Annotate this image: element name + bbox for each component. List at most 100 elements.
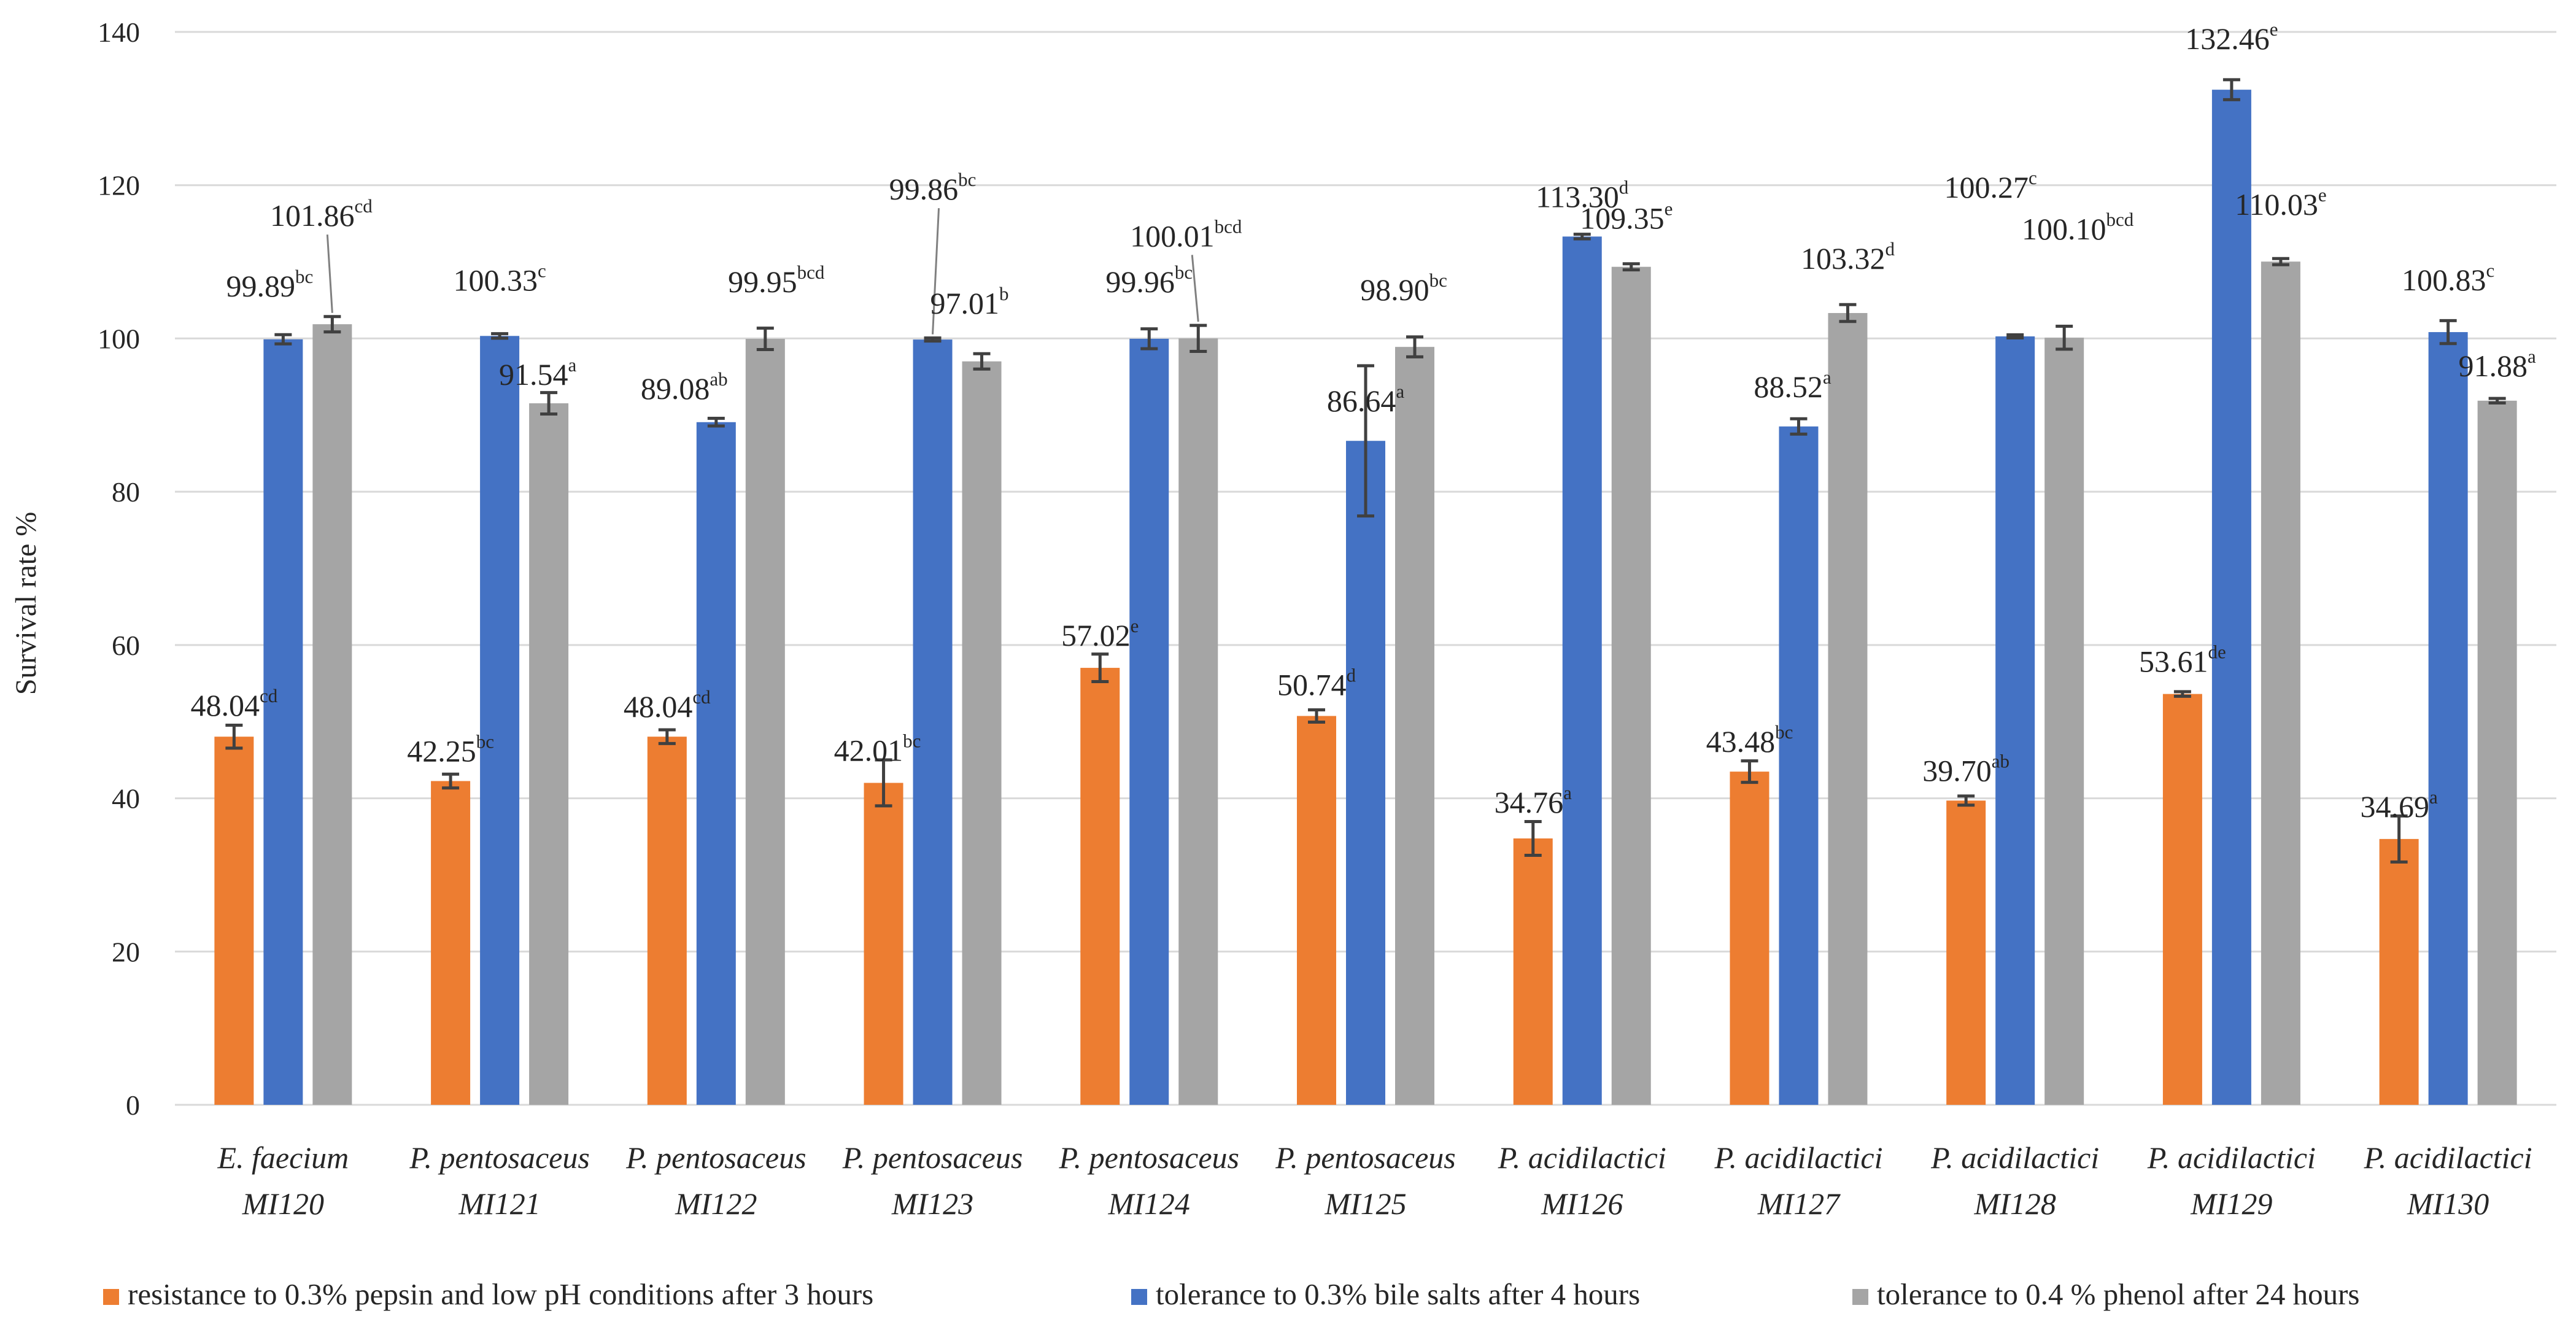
category-genus: P. pentosaceus xyxy=(409,1140,589,1175)
legend-label: tolerance to 0.3% bile salts after 4 hou… xyxy=(1156,1277,1640,1311)
significance-letter: c xyxy=(538,260,546,281)
error-bar xyxy=(274,333,292,346)
bar-3-mi129 xyxy=(2261,261,2300,1105)
bar-3-mi121 xyxy=(529,403,569,1105)
bar-1-mi122 xyxy=(647,737,687,1105)
bar-2-mi127 xyxy=(1779,426,1819,1105)
error-bar xyxy=(2056,324,2073,351)
label-leader-lines xyxy=(326,208,1199,335)
value-label: 43.48bc xyxy=(1706,721,1793,759)
value-label: 42.01bc xyxy=(834,730,921,767)
error-bar xyxy=(1957,794,1975,807)
value-label: 48.04cd xyxy=(624,686,711,724)
value-label: 91.54a xyxy=(499,354,577,392)
error-bar xyxy=(756,327,774,352)
bar-3-mi124 xyxy=(1178,338,1218,1105)
value-label: 99.96bc xyxy=(1105,261,1193,299)
value-label: 101.86cd xyxy=(270,195,373,233)
value-label: 113.30d xyxy=(1536,176,1629,214)
error-bar xyxy=(1790,417,1808,436)
error-bar xyxy=(1357,364,1374,518)
significance-letter: e xyxy=(1131,615,1139,637)
bar-2-mi130 xyxy=(2428,332,2468,1105)
significance-letter: bcd xyxy=(797,261,825,283)
value-label: 42.25bc xyxy=(407,730,494,768)
legend-item-2: tolerance to 0.3% bile salts after 4 hou… xyxy=(1131,1277,1640,1311)
value-label: 98.90bc xyxy=(1360,269,1447,307)
bar-1-mi120 xyxy=(214,737,254,1105)
significance-letter: bc xyxy=(295,266,313,287)
error-bar xyxy=(1308,708,1325,724)
error-bar xyxy=(1741,759,1758,784)
category-genus: E. faecium xyxy=(217,1140,349,1175)
value-label: 34.69a xyxy=(2361,786,2439,824)
significance-letter: c xyxy=(2486,260,2495,281)
value-label: 109.35e xyxy=(1580,198,1673,236)
leader-line xyxy=(326,234,333,313)
bar-2-mi122 xyxy=(696,422,736,1105)
legend: resistance to 0.3% pepsin and low pH con… xyxy=(103,1277,2359,1311)
value-label: 99.89bc xyxy=(226,266,313,303)
value-number: 86.64 xyxy=(1327,384,1396,418)
significance-letter: bc xyxy=(1429,269,1447,291)
value-number: 57.02 xyxy=(1061,618,1131,652)
value-label: 100.01bcd xyxy=(1130,215,1242,253)
y-tick-label: 20 xyxy=(112,936,140,967)
error-bar xyxy=(2222,78,2240,101)
category-strain: MI122 xyxy=(675,1186,757,1221)
value-number: 48.04 xyxy=(190,688,260,722)
bar-1-mi126 xyxy=(1513,838,1553,1105)
category-strain: MI129 xyxy=(2190,1186,2272,1221)
y-tick-label: 0 xyxy=(126,1089,140,1121)
value-label: 34.76a xyxy=(1495,782,1572,819)
error-bar xyxy=(2488,397,2506,405)
significance-letter: de xyxy=(2208,641,2226,663)
error-bar xyxy=(1406,335,1423,358)
category-strain: MI127 xyxy=(1757,1186,1841,1221)
bar-1-mi127 xyxy=(1730,772,1770,1105)
value-number: 34.69 xyxy=(2361,789,2430,824)
category-genus: P. acidilactici xyxy=(1498,1140,1666,1175)
value-number: 42.25 xyxy=(407,733,476,768)
value-number: 132.46 xyxy=(2185,21,2270,56)
value-label: 110.03e xyxy=(2235,184,2326,222)
bar-2-mi120 xyxy=(263,339,303,1105)
y-tick-label: 40 xyxy=(112,783,140,815)
bar-2-mi128 xyxy=(1995,336,2035,1105)
significance-letter: a xyxy=(568,354,576,376)
y-tick-label: 60 xyxy=(112,630,140,661)
significance-letter: bc xyxy=(958,169,976,190)
value-label: 100.33c xyxy=(453,260,546,297)
significance-letter: a xyxy=(1396,381,1404,402)
value-label: 39.70ab xyxy=(1922,750,2009,787)
value-number: 99.89 xyxy=(226,269,295,303)
bar-3-mi120 xyxy=(312,324,352,1105)
error-bar xyxy=(1622,262,1640,272)
bar-3-mi130 xyxy=(2477,400,2517,1105)
value-label: 100.83c xyxy=(2402,260,2494,297)
value-label: 100.27c xyxy=(1944,167,2037,204)
significance-letter: bc xyxy=(1175,261,1193,283)
error-bar xyxy=(323,315,341,334)
value-number: 50.74 xyxy=(1277,667,1347,702)
significance-letter: cd xyxy=(354,195,373,217)
value-labels: 48.04cd42.25bc48.04cd42.01bc57.02e50.74d… xyxy=(190,18,2536,824)
bar-2-mi123 xyxy=(913,339,953,1105)
significance-letter: bcd xyxy=(1215,215,1242,237)
value-number: 110.03 xyxy=(2235,187,2318,222)
significance-letter: b xyxy=(999,283,1009,304)
error-bar xyxy=(540,391,558,416)
error-bar xyxy=(924,336,942,343)
bar-3-mi127 xyxy=(1828,312,1868,1105)
bar-2-mi121 xyxy=(480,336,520,1105)
category-genus: P. pentosaceus xyxy=(842,1140,1023,1175)
leader-line xyxy=(932,208,940,335)
bar-2-mi124 xyxy=(1129,338,1169,1105)
category-genus: P. pentosaceus xyxy=(625,1140,806,1175)
value-number: 103.32 xyxy=(1801,241,1886,276)
bar-2-mi126 xyxy=(1562,236,1602,1105)
significance-letter: bc xyxy=(903,730,921,751)
significance-letter: a xyxy=(2429,786,2438,808)
significance-letter: cd xyxy=(692,686,711,708)
error-bar xyxy=(1189,323,1207,354)
